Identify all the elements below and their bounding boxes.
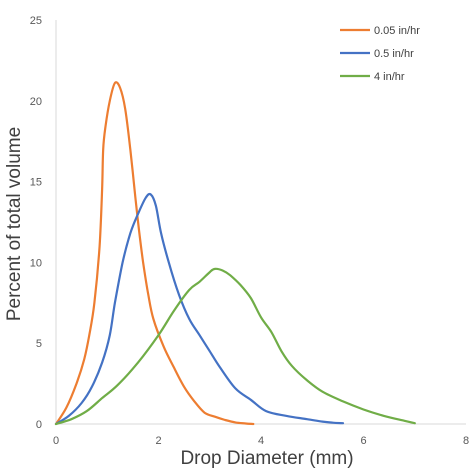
y-tick-label: 10 [30,257,42,269]
y-tick-label: 15 [30,177,42,189]
x-tick-label: 0 [53,435,59,447]
x-tick-label: 8 [463,435,469,447]
legend: 0.05 in/hr 0.5 in/hr 4 in/hr [340,25,420,83]
series-4-in-hr-line [54,267,416,426]
x-tick-label: 6 [360,435,366,447]
y-tick-label: 5 [36,338,42,350]
series-0-05-in-hr-line [54,81,255,426]
y-tick-label: 20 [30,96,42,108]
x-tick-label: 2 [155,435,161,447]
legend-label: 0.05 in/hr [374,25,420,37]
x-axis-title: Drop Diameter (mm) [180,448,353,469]
y-tick-label: 0 [36,419,42,431]
series-lines [54,81,416,426]
y-axis-title: Percent of total volume [4,127,25,321]
legend-label: 4 in/hr [374,71,405,83]
y-tick-labels: 0 5 10 15 20 25 [30,15,42,431]
series-0-5-in-hr-line [54,192,345,426]
x-tick-label: 4 [258,435,264,447]
x-tick-labels: 0 2 4 6 8 [53,435,469,447]
plot-axes [55,20,466,425]
y-tick-label: 25 [30,15,42,27]
legend-label: 0.5 in/hr [374,48,414,60]
